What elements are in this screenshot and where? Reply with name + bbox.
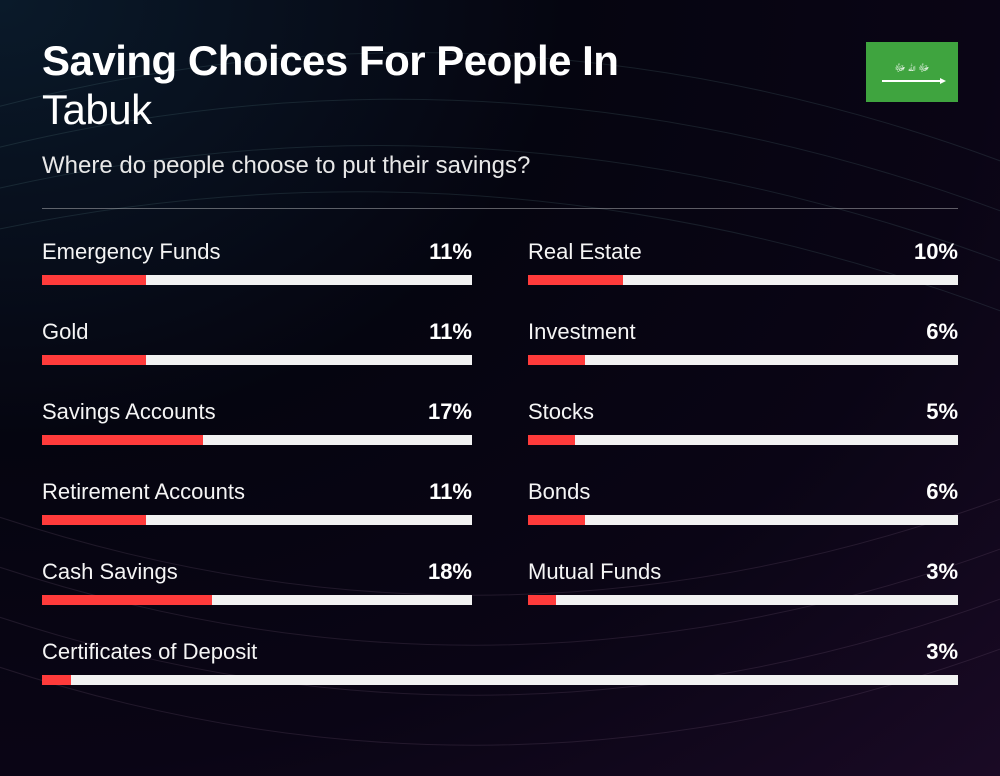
chart-item-label: Emergency Funds <box>42 239 221 265</box>
chart-item-value: 18% <box>428 559 472 585</box>
bar-fill <box>528 435 575 445</box>
bar-track <box>42 275 472 285</box>
chart-grid: Emergency Funds 11% Real Estate 10% Gold 11% I… <box>42 239 958 685</box>
page-title-line2: Tabuk <box>42 86 958 134</box>
chart-item-label: Real Estate <box>528 239 642 265</box>
bar-track <box>528 595 958 605</box>
chart-item: Bonds 6% <box>528 479 958 525</box>
chart-item: Retirement Accounts 11% <box>42 479 472 525</box>
page-title-line1: Saving Choices For People In <box>42 38 958 84</box>
chart-item-value: 6% <box>926 479 958 505</box>
chart-item-header: Bonds 6% <box>528 479 958 505</box>
page-subtitle: Where do people choose to put their savi… <box>42 152 958 180</box>
bar-fill <box>42 435 203 445</box>
bar-track <box>42 595 472 605</box>
flag-sword-icon <box>882 80 942 82</box>
chart-item-header: Stocks 5% <box>528 399 958 425</box>
bar-track <box>42 435 472 445</box>
bar-fill <box>528 275 623 285</box>
chart-item-value: 3% <box>926 639 958 665</box>
chart-item-header: Retirement Accounts 11% <box>42 479 472 505</box>
chart-item-header: Gold 11% <box>42 319 472 345</box>
chart-item: Gold 11% <box>42 319 472 365</box>
chart-item-value: 11% <box>429 319 472 345</box>
chart-item-label: Investment <box>528 319 636 345</box>
chart-item-value: 3% <box>926 559 958 585</box>
chart-item: Real Estate 10% <box>528 239 958 285</box>
chart-item-value: 17% <box>428 399 472 425</box>
chart-item-label: Mutual Funds <box>528 559 661 585</box>
bar-track <box>528 275 958 285</box>
country-flag-icon: ﷻ الله ﷻ <box>866 42 958 102</box>
chart-item: Savings Accounts 17% <box>42 399 472 445</box>
bar-fill <box>42 595 212 605</box>
bar-fill <box>42 675 71 685</box>
chart-item-label: Certificates of Deposit <box>42 639 257 665</box>
chart-item-header: Real Estate 10% <box>528 239 958 265</box>
chart-item-label: Bonds <box>528 479 590 505</box>
chart-item-header: Certificates of Deposit 3% <box>42 639 958 665</box>
chart-item-label: Retirement Accounts <box>42 479 245 505</box>
bar-track <box>42 355 472 365</box>
chart-item: Certificates of Deposit 3% <box>42 639 958 685</box>
chart-item: Emergency Funds 11% <box>42 239 472 285</box>
chart-item-header: Cash Savings 18% <box>42 559 472 585</box>
chart-item-value: 11% <box>429 239 472 265</box>
flag-script: ﷻ الله ﷻ <box>894 62 929 76</box>
chart-item-header: Emergency Funds 11% <box>42 239 472 265</box>
chart-item-label: Cash Savings <box>42 559 178 585</box>
chart-item-header: Mutual Funds 3% <box>528 559 958 585</box>
divider <box>42 208 958 209</box>
bar-track <box>528 435 958 445</box>
chart-item-header: Investment 6% <box>528 319 958 345</box>
bar-track <box>528 355 958 365</box>
chart-item-value: 11% <box>429 479 472 505</box>
chart-item: Cash Savings 18% <box>42 559 472 605</box>
bar-fill <box>42 515 146 525</box>
chart-item-value: 10% <box>914 239 958 265</box>
chart-item-label: Stocks <box>528 399 594 425</box>
bar-track <box>528 515 958 525</box>
bar-track <box>42 515 472 525</box>
chart-item-value: 5% <box>926 399 958 425</box>
chart-item-header: Savings Accounts 17% <box>42 399 472 425</box>
bar-fill <box>42 275 146 285</box>
bar-fill <box>528 355 585 365</box>
chart-item-label: Gold <box>42 319 88 345</box>
chart-item-label: Savings Accounts <box>42 399 216 425</box>
bar-fill <box>528 515 585 525</box>
bar-fill <box>42 355 146 365</box>
chart-item-value: 6% <box>926 319 958 345</box>
chart-item: Mutual Funds 3% <box>528 559 958 605</box>
chart-item: Stocks 5% <box>528 399 958 445</box>
bar-fill <box>528 595 556 605</box>
bar-track <box>42 675 958 685</box>
chart-item: Investment 6% <box>528 319 958 365</box>
header: Saving Choices For People In Tabuk Where… <box>42 38 958 180</box>
